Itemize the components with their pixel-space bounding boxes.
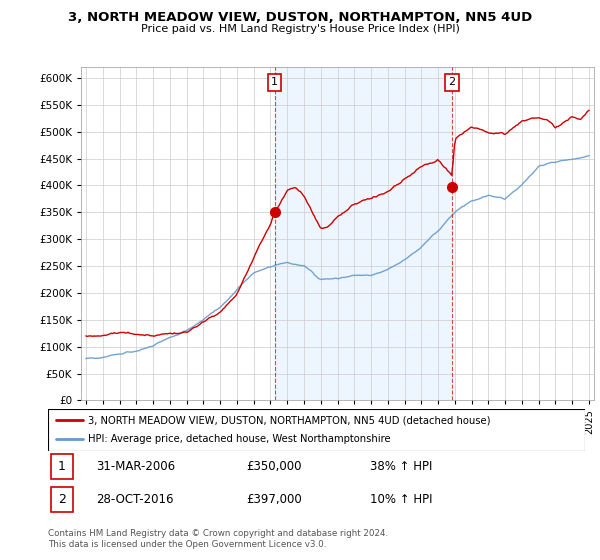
Bar bbox=[275, 67, 452, 400]
Text: 28-OCT-2016: 28-OCT-2016 bbox=[97, 493, 174, 506]
Text: 3, NORTH MEADOW VIEW, DUSTON, NORTHAMPTON, NN5 4UD (detached house): 3, NORTH MEADOW VIEW, DUSTON, NORTHAMPTO… bbox=[88, 415, 491, 425]
Text: £397,000: £397,000 bbox=[247, 493, 302, 506]
Text: 1: 1 bbox=[58, 460, 66, 473]
Text: Price paid vs. HM Land Registry's House Price Index (HPI): Price paid vs. HM Land Registry's House … bbox=[140, 24, 460, 34]
Text: 2: 2 bbox=[58, 493, 66, 506]
Text: 3, NORTH MEADOW VIEW, DUSTON, NORTHAMPTON, NN5 4UD: 3, NORTH MEADOW VIEW, DUSTON, NORTHAMPTO… bbox=[68, 11, 532, 24]
Text: 2: 2 bbox=[448, 77, 455, 87]
Text: £350,000: £350,000 bbox=[247, 460, 302, 473]
Text: 31-MAR-2006: 31-MAR-2006 bbox=[97, 460, 175, 473]
Text: 1: 1 bbox=[271, 77, 278, 87]
FancyBboxPatch shape bbox=[50, 454, 73, 479]
Text: 10% ↑ HPI: 10% ↑ HPI bbox=[370, 493, 433, 506]
Text: Contains HM Land Registry data © Crown copyright and database right 2024.
This d: Contains HM Land Registry data © Crown c… bbox=[48, 529, 388, 549]
Text: 38% ↑ HPI: 38% ↑ HPI bbox=[370, 460, 433, 473]
FancyBboxPatch shape bbox=[50, 487, 73, 512]
Text: HPI: Average price, detached house, West Northamptonshire: HPI: Average price, detached house, West… bbox=[88, 435, 391, 445]
